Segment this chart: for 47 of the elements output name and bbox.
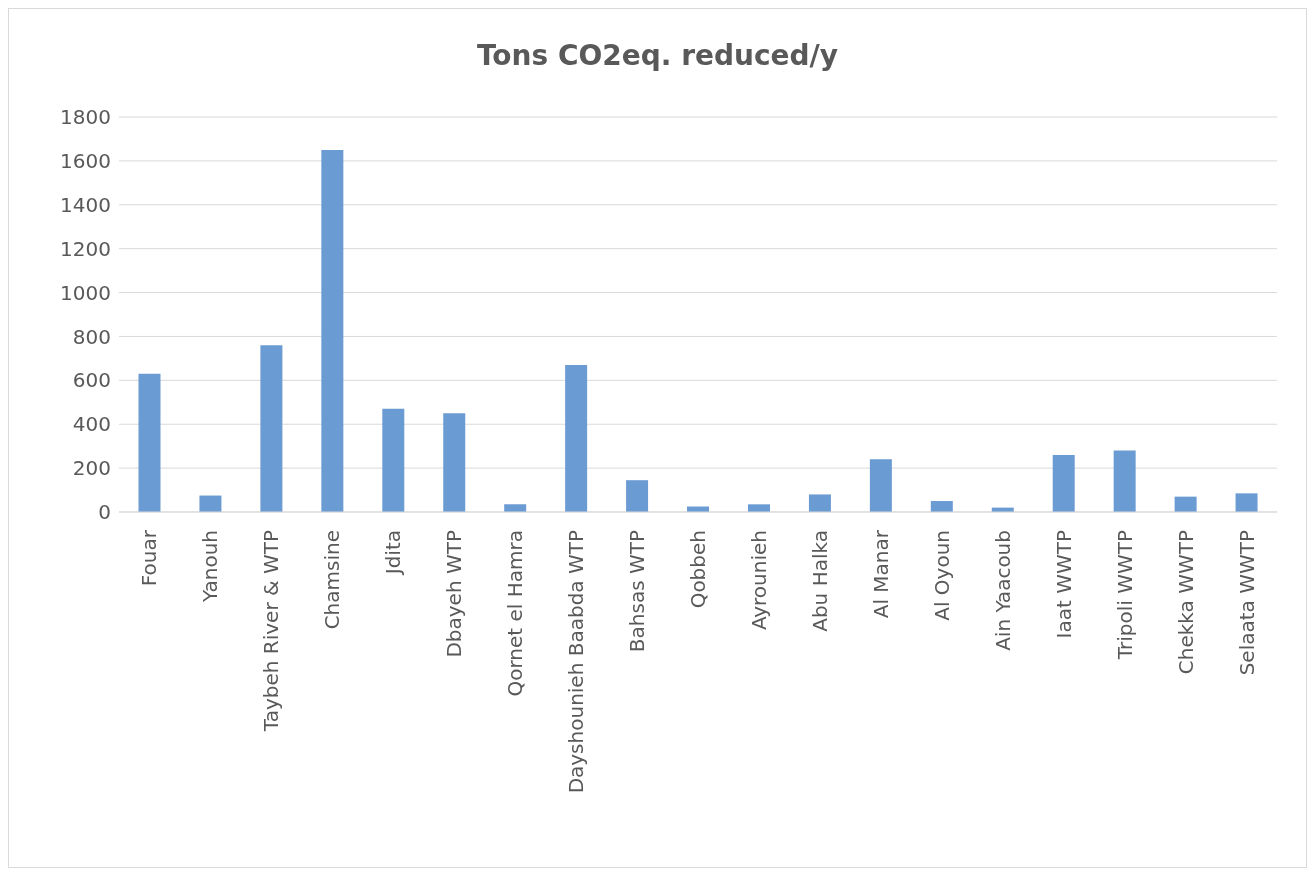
- x-tick-label: Bahsas WTP: [625, 530, 650, 653]
- x-tick-label: Al Oyoun: [929, 530, 954, 621]
- bar: [504, 504, 527, 512]
- bar: [869, 459, 892, 512]
- x-tick-label: Abu Halka: [807, 530, 832, 632]
- bar: [747, 504, 770, 512]
- x-tick-label: Dbayeh WTP: [442, 530, 467, 658]
- y-tick-label: 0: [98, 500, 111, 525]
- chart-title: Tons CO2eq. reduced/y: [475, 39, 840, 72]
- x-tick-label: Taybeh River & WTP: [259, 530, 284, 733]
- y-tick-label: 1800: [60, 105, 111, 130]
- x-tick-label: Ain Yaacoub: [990, 530, 1015, 651]
- bar: [199, 495, 222, 512]
- bar: [1113, 450, 1136, 512]
- x-tick-label: Ayrounieh: [746, 530, 771, 631]
- x-tick-label: Chamsine: [320, 530, 345, 630]
- x-tick-label: Jdita: [381, 530, 406, 577]
- y-tick-label: 1600: [60, 148, 111, 173]
- bar: [382, 408, 405, 512]
- bar: [1235, 493, 1258, 512]
- bar: [930, 501, 953, 512]
- x-tick-label: Selaata WWTP: [1234, 530, 1259, 676]
- y-tick-label: 800: [72, 324, 111, 349]
- bar: [138, 373, 161, 512]
- bar: [565, 364, 588, 512]
- bar: [443, 413, 466, 512]
- bar: [1174, 496, 1197, 512]
- x-tick-label: Qobbeh: [686, 530, 710, 609]
- x-tick-label: Dayshounieh Baabda WTP: [564, 530, 589, 794]
- y-tick-label: 1400: [60, 192, 111, 217]
- y-tick-label: 200: [72, 456, 111, 481]
- x-tick-label: Al Manar: [868, 529, 893, 619]
- x-tick-label: Yanouh: [198, 530, 223, 603]
- x-tick-label: Iaat WWTP: [1051, 530, 1076, 639]
- bar: [321, 149, 344, 512]
- bar: [1052, 454, 1075, 512]
- x-tick-label: Tripoli WWTP: [1112, 530, 1137, 661]
- bar: [626, 480, 649, 512]
- x-tick-label: Fouar: [137, 529, 162, 587]
- y-tick-label: 1200: [60, 236, 111, 261]
- y-tick-label: 400: [72, 412, 111, 437]
- bar: [808, 494, 831, 512]
- y-tick-label: 600: [72, 368, 111, 393]
- x-tick-label: Chekka WWTP: [1173, 530, 1198, 675]
- y-tick-label: 1000: [60, 280, 111, 305]
- x-tick-label: Qornet el Hamra: [503, 530, 528, 697]
- bar: [260, 345, 283, 512]
